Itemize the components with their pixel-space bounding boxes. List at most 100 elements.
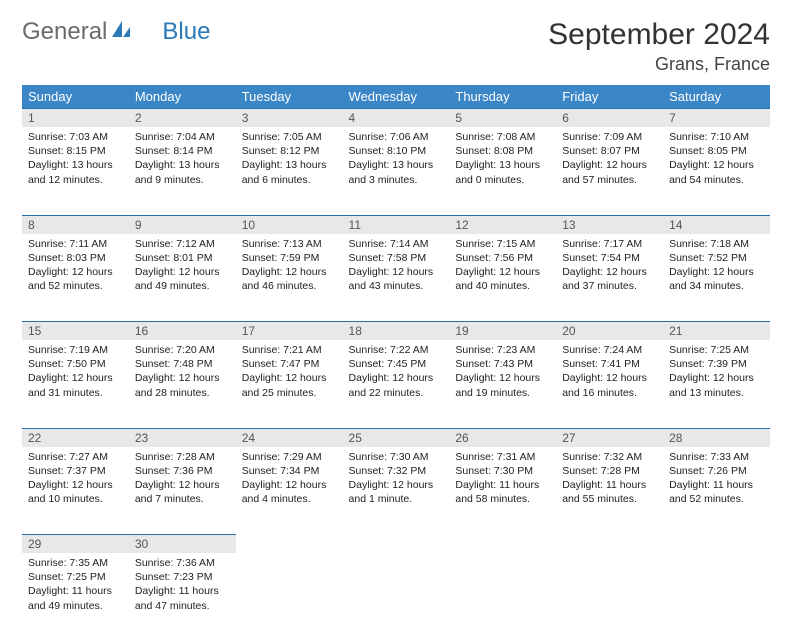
sunset-line: Sunset: 8:14 PM bbox=[135, 144, 230, 158]
day-number-cell: 1 bbox=[22, 109, 129, 128]
day-content-cell: Sunrise: 7:29 AMSunset: 7:34 PMDaylight:… bbox=[236, 447, 343, 535]
sunrise-line: Sunrise: 7:05 AM bbox=[242, 130, 337, 144]
daylight-line: Daylight: 12 hours and 22 minutes. bbox=[349, 371, 444, 399]
daylight-line: Daylight: 11 hours and 47 minutes. bbox=[135, 584, 230, 612]
sunset-line: Sunset: 7:43 PM bbox=[455, 357, 550, 371]
day-number-cell: 29 bbox=[22, 535, 129, 554]
day-number-cell: 27 bbox=[556, 428, 663, 447]
sunrise-line: Sunrise: 7:14 AM bbox=[349, 237, 444, 251]
sunset-line: Sunset: 7:54 PM bbox=[562, 251, 657, 265]
sunrise-line: Sunrise: 7:36 AM bbox=[135, 556, 230, 570]
sunset-line: Sunset: 8:01 PM bbox=[135, 251, 230, 265]
day-content-row: Sunrise: 7:27 AMSunset: 7:37 PMDaylight:… bbox=[22, 447, 770, 535]
logo-text-general: General bbox=[22, 18, 107, 46]
title-block: September 2024 Grans, France bbox=[548, 18, 770, 75]
sunrise-line: Sunrise: 7:06 AM bbox=[349, 130, 444, 144]
sunrise-line: Sunrise: 7:29 AM bbox=[242, 450, 337, 464]
sunrise-line: Sunrise: 7:23 AM bbox=[455, 343, 550, 357]
sunrise-line: Sunrise: 7:12 AM bbox=[135, 237, 230, 251]
daylight-line: Daylight: 11 hours and 55 minutes. bbox=[562, 478, 657, 506]
day-content-cell: Sunrise: 7:19 AMSunset: 7:50 PMDaylight:… bbox=[22, 340, 129, 428]
day-content-cell: Sunrise: 7:31 AMSunset: 7:30 PMDaylight:… bbox=[449, 447, 556, 535]
sunset-line: Sunset: 7:48 PM bbox=[135, 357, 230, 371]
day-number-cell: 12 bbox=[449, 215, 556, 234]
sunrise-line: Sunrise: 7:15 AM bbox=[455, 237, 550, 251]
sunset-line: Sunset: 7:58 PM bbox=[349, 251, 444, 265]
day-content-cell: Sunrise: 7:33 AMSunset: 7:26 PMDaylight:… bbox=[663, 447, 770, 535]
day-number-cell: 20 bbox=[556, 322, 663, 341]
header: General Blue September 2024 Grans, Franc… bbox=[22, 18, 770, 75]
day-content-row: Sunrise: 7:35 AMSunset: 7:25 PMDaylight:… bbox=[22, 553, 770, 641]
day-number-cell: 19 bbox=[449, 322, 556, 341]
logo: General Blue bbox=[22, 18, 210, 46]
day-content-cell: Sunrise: 7:11 AMSunset: 8:03 PMDaylight:… bbox=[22, 234, 129, 322]
sunrise-line: Sunrise: 7:20 AM bbox=[135, 343, 230, 357]
sunset-line: Sunset: 7:41 PM bbox=[562, 357, 657, 371]
day-content-cell: Sunrise: 7:25 AMSunset: 7:39 PMDaylight:… bbox=[663, 340, 770, 428]
day-number-cell: 10 bbox=[236, 215, 343, 234]
day-number-cell: 26 bbox=[449, 428, 556, 447]
day-content-cell: Sunrise: 7:17 AMSunset: 7:54 PMDaylight:… bbox=[556, 234, 663, 322]
sunset-line: Sunset: 7:23 PM bbox=[135, 570, 230, 584]
day-content-cell: Sunrise: 7:13 AMSunset: 7:59 PMDaylight:… bbox=[236, 234, 343, 322]
sunset-line: Sunset: 7:56 PM bbox=[455, 251, 550, 265]
sunrise-line: Sunrise: 7:21 AM bbox=[242, 343, 337, 357]
day-content-row: Sunrise: 7:19 AMSunset: 7:50 PMDaylight:… bbox=[22, 340, 770, 428]
day-content-cell bbox=[449, 553, 556, 641]
weekday-header: Tuesday bbox=[236, 85, 343, 109]
sunset-line: Sunset: 7:52 PM bbox=[669, 251, 764, 265]
sunrise-line: Sunrise: 7:11 AM bbox=[28, 237, 123, 251]
day-content-cell: Sunrise: 7:15 AMSunset: 7:56 PMDaylight:… bbox=[449, 234, 556, 322]
sunset-line: Sunset: 8:08 PM bbox=[455, 144, 550, 158]
sunrise-line: Sunrise: 7:24 AM bbox=[562, 343, 657, 357]
daylight-line: Daylight: 12 hours and 54 minutes. bbox=[669, 158, 764, 186]
day-content-cell: Sunrise: 7:08 AMSunset: 8:08 PMDaylight:… bbox=[449, 127, 556, 215]
day-content-cell: Sunrise: 7:32 AMSunset: 7:28 PMDaylight:… bbox=[556, 447, 663, 535]
day-content-cell: Sunrise: 7:06 AMSunset: 8:10 PMDaylight:… bbox=[343, 127, 450, 215]
day-number-row: 891011121314 bbox=[22, 215, 770, 234]
daylight-line: Daylight: 12 hours and 46 minutes. bbox=[242, 265, 337, 293]
sunrise-line: Sunrise: 7:30 AM bbox=[349, 450, 444, 464]
sunset-line: Sunset: 7:30 PM bbox=[455, 464, 550, 478]
day-number-cell: 2 bbox=[129, 109, 236, 128]
day-number-cell bbox=[556, 535, 663, 554]
sunset-line: Sunset: 7:47 PM bbox=[242, 357, 337, 371]
month-title: September 2024 bbox=[548, 18, 770, 52]
day-content-cell bbox=[556, 553, 663, 641]
day-content-cell: Sunrise: 7:12 AMSunset: 8:01 PMDaylight:… bbox=[129, 234, 236, 322]
sunset-line: Sunset: 7:37 PM bbox=[28, 464, 123, 478]
day-number-cell: 8 bbox=[22, 215, 129, 234]
day-number-cell: 7 bbox=[663, 109, 770, 128]
day-content-cell: Sunrise: 7:24 AMSunset: 7:41 PMDaylight:… bbox=[556, 340, 663, 428]
day-number-row: 22232425262728 bbox=[22, 428, 770, 447]
logo-text-blue: Blue bbox=[162, 18, 210, 46]
daylight-line: Daylight: 12 hours and 7 minutes. bbox=[135, 478, 230, 506]
sunrise-line: Sunrise: 7:28 AM bbox=[135, 450, 230, 464]
day-number-cell: 14 bbox=[663, 215, 770, 234]
daylight-line: Daylight: 12 hours and 43 minutes. bbox=[349, 265, 444, 293]
sunrise-line: Sunrise: 7:22 AM bbox=[349, 343, 444, 357]
day-number-cell: 21 bbox=[663, 322, 770, 341]
day-number-cell: 25 bbox=[343, 428, 450, 447]
day-number-cell: 23 bbox=[129, 428, 236, 447]
day-content-cell: Sunrise: 7:22 AMSunset: 7:45 PMDaylight:… bbox=[343, 340, 450, 428]
day-number-cell: 13 bbox=[556, 215, 663, 234]
sunset-line: Sunset: 7:32 PM bbox=[349, 464, 444, 478]
sunset-line: Sunset: 7:45 PM bbox=[349, 357, 444, 371]
day-content-cell: Sunrise: 7:09 AMSunset: 8:07 PMDaylight:… bbox=[556, 127, 663, 215]
day-content-cell: Sunrise: 7:05 AMSunset: 8:12 PMDaylight:… bbox=[236, 127, 343, 215]
calendar-table: SundayMondayTuesdayWednesdayThursdayFrid… bbox=[22, 85, 770, 641]
sunset-line: Sunset: 8:12 PM bbox=[242, 144, 337, 158]
weekday-header-row: SundayMondayTuesdayWednesdayThursdayFrid… bbox=[22, 85, 770, 109]
sunset-line: Sunset: 7:50 PM bbox=[28, 357, 123, 371]
day-content-cell: Sunrise: 7:36 AMSunset: 7:23 PMDaylight:… bbox=[129, 553, 236, 641]
daylight-line: Daylight: 13 hours and 6 minutes. bbox=[242, 158, 337, 186]
day-content-row: Sunrise: 7:11 AMSunset: 8:03 PMDaylight:… bbox=[22, 234, 770, 322]
daylight-line: Daylight: 12 hours and 28 minutes. bbox=[135, 371, 230, 399]
day-content-cell: Sunrise: 7:04 AMSunset: 8:14 PMDaylight:… bbox=[129, 127, 236, 215]
day-number-cell: 5 bbox=[449, 109, 556, 128]
sunset-line: Sunset: 7:25 PM bbox=[28, 570, 123, 584]
day-content-cell bbox=[343, 553, 450, 641]
sunrise-line: Sunrise: 7:08 AM bbox=[455, 130, 550, 144]
day-content-cell bbox=[663, 553, 770, 641]
